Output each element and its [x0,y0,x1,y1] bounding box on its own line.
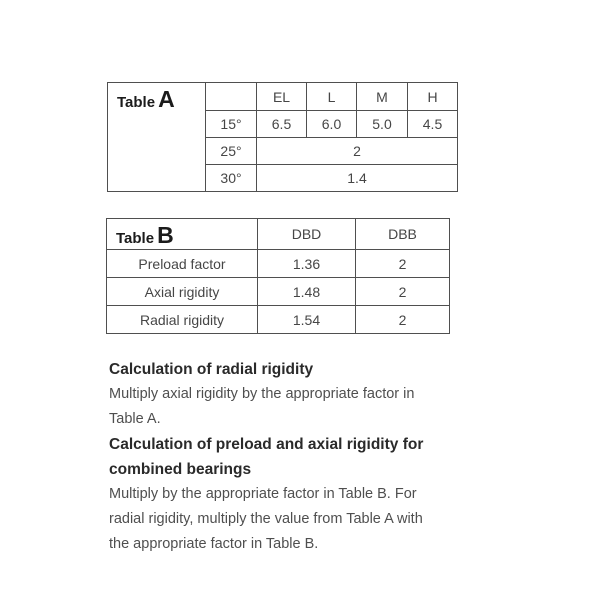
table-a-header-m: M [356,82,408,111]
table-b-rowname-radial: Radial rigidity [106,305,258,334]
table-b-rowname-axial: Axial rigidity [106,277,258,306]
table-b-header-dbd: DBD [257,218,356,250]
table-a-value-30-merged: 1.4 [256,164,458,192]
paragraph-line: Table A. [109,411,161,427]
table-a-value-15-el: 6.5 [256,110,307,138]
table-a-value-15-h: 4.5 [407,110,458,138]
table-a: Table A EL L M H 15° 6.5 6.0 5.0 4.5 25° … [107,82,458,192]
table-a-row-30deg: 30° 1.4 [108,164,458,192]
table-b-rowname-preload: Preload factor [106,249,258,278]
heading-radial-rigidity: Calculation of radial rigidity [109,361,314,378]
explanatory-text: Calculation of radial rigidity Multiply … [109,357,469,557]
table-a-row-15deg: 15° 6.5 6.0 5.0 4.5 [108,110,458,138]
heading-line: Calculation of preload and axial rigidit… [109,436,424,453]
table-b-label-prefix: Table [116,230,155,247]
heading-preload-axial: Calculation of preload and axial rigidit… [109,432,469,482]
table-b-label-letter: B [157,222,174,248]
table-b-header-row: Table B DBD DBB [106,218,450,250]
table-a-corner-cell [205,82,257,111]
table-a-row-25deg: 25° 2 [108,137,458,165]
table-a-angle-25: 25° [205,137,257,165]
table-a-value-25-merged: 2 [256,137,458,165]
table-b-row-preload: Preload factor 1.36 2 [106,249,450,278]
table-a-angle-30: 30° [205,164,257,192]
heading-line: combined bearings [109,461,252,478]
table-b-preload-dbb: 2 [355,249,450,278]
table-b-preload-dbd: 1.36 [257,249,356,278]
table-a-label-cell: Table A [107,82,206,192]
table-a-header-l: L [306,82,357,111]
paragraph-line: the appropriate factor in Table B. [109,536,319,552]
table-b: Table B DBD DBB Preload factor 1.36 2 Axi… [106,218,450,334]
table-a-label-letter: A [158,86,175,112]
table-b-row-axial: Axial rigidity 1.48 2 [106,277,450,306]
table-a-header-el: EL [256,82,307,111]
table-b-axial-dbd: 1.48 [257,277,356,306]
table-a-label-prefix: Table [117,94,156,111]
paragraph-line: Multiply by the appropriate factor in Ta… [109,486,417,502]
table-b-radial-dbb: 2 [355,305,450,334]
table-a-angle-15: 15° [205,110,257,138]
table-a-header-row: Table A EL L M H [107,82,458,192]
table-a-value-15-m: 5.0 [356,110,408,138]
paragraph-combined-bearings: Multiply by the appropriate factor in Ta… [109,482,469,557]
table-a-value-15-l: 6.0 [306,110,357,138]
table-a-header-h: H [407,82,458,111]
table-b-header-dbb: DBB [355,218,450,250]
paragraph-line: Multiply axial rigidity by the appropria… [109,386,415,402]
table-b-label-cell: Table B [106,218,258,250]
table-b-radial-dbd: 1.54 [257,305,356,334]
paragraph-line: radial rigidity, multiply the value from… [109,511,423,527]
paragraph-radial-rigidity: Multiply axial rigidity by the appropria… [109,382,469,432]
table-b-row-radial: Radial rigidity 1.54 2 [106,305,450,334]
table-b-axial-dbb: 2 [355,277,450,306]
